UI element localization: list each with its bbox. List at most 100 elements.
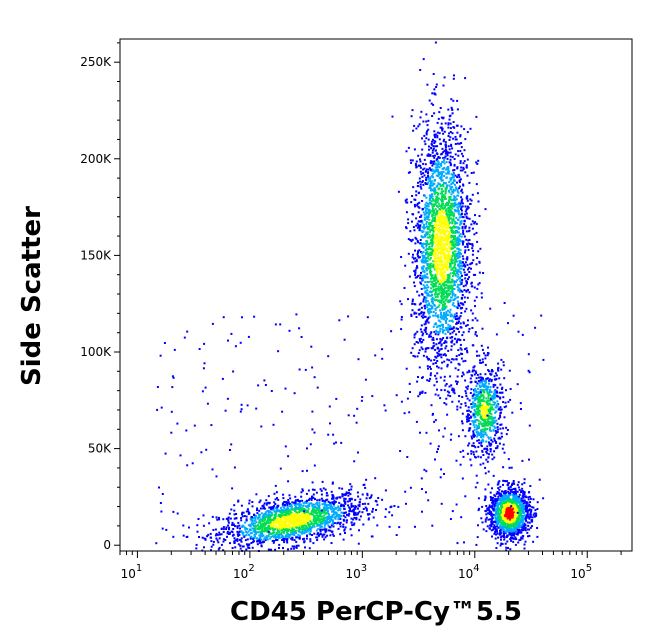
event-dot (429, 195, 432, 198)
event-dot (422, 261, 425, 264)
event-dot (283, 500, 286, 503)
event-dot (489, 396, 492, 399)
event-dot (491, 421, 493, 424)
event-dot (431, 298, 434, 301)
event-dot (411, 256, 414, 259)
event-dot (417, 241, 420, 244)
event-dot (460, 264, 463, 267)
event-dot (299, 505, 302, 508)
event-dot (454, 210, 457, 213)
event-dot (455, 358, 458, 361)
event-dot (477, 283, 480, 286)
event-dot (306, 499, 309, 502)
event-dot (435, 329, 438, 332)
event-dot (434, 241, 436, 244)
event-dot (477, 159, 480, 162)
event-dot (422, 230, 425, 233)
event-dot (425, 287, 428, 289)
event-dot (435, 250, 438, 253)
event-dot (417, 224, 420, 227)
event-dot (437, 292, 440, 295)
event-dot (484, 408, 487, 411)
event-dot (477, 380, 480, 383)
event-dot (182, 524, 185, 527)
event-dot (431, 280, 434, 283)
event-dot (294, 518, 296, 521)
event-dot (228, 512, 231, 515)
event-dot (280, 526, 283, 529)
event-dot (210, 540, 213, 543)
event-dot (449, 299, 452, 302)
event-dot (290, 537, 293, 540)
event-dot (329, 505, 332, 508)
event-dot (245, 548, 248, 551)
event-dot (444, 266, 447, 269)
event-dot (436, 263, 439, 266)
event-dot (430, 160, 433, 163)
event-dot (447, 145, 450, 148)
event-dot (289, 505, 291, 508)
event-dot (482, 440, 485, 443)
event-dot (445, 291, 447, 294)
event-dot (264, 536, 267, 539)
event-dot (443, 159, 446, 162)
event-dot (454, 255, 457, 258)
event-dot (305, 509, 308, 512)
event-dot (231, 521, 234, 524)
event-dot (290, 521, 293, 524)
event-dot (460, 152, 463, 155)
event-dot (475, 161, 478, 164)
event-dot (442, 151, 445, 154)
event-dot (438, 163, 441, 166)
event-dot (487, 414, 490, 417)
event-dot (446, 240, 449, 243)
event-dot (445, 298, 448, 301)
event-dot (426, 300, 429, 302)
event-dot (273, 531, 276, 534)
event-dot (466, 387, 469, 390)
event-dot (323, 502, 326, 505)
event-dot (419, 160, 422, 163)
event-dot (440, 246, 443, 249)
event-dot (423, 271, 426, 274)
event-dot (210, 549, 212, 552)
event-dot (450, 296, 452, 299)
event-dot (437, 175, 440, 178)
event-dot (259, 535, 262, 538)
event-dot (469, 427, 472, 430)
event-dot (299, 500, 301, 503)
event-dot (442, 190, 445, 193)
event-dot (459, 343, 462, 346)
event-dot (481, 379, 484, 382)
event-dot (435, 168, 438, 171)
event-dot (466, 244, 469, 247)
event-dot (323, 524, 326, 527)
event-dot (427, 209, 430, 212)
event-dot (472, 405, 475, 408)
event-dot (494, 426, 497, 429)
event-dot (433, 193, 436, 196)
event-dot (450, 202, 453, 205)
event-dot (297, 519, 300, 522)
event-dot (411, 261, 414, 264)
event-dot (349, 499, 351, 502)
event-dot (475, 450, 478, 453)
event-dot (460, 403, 463, 406)
event-dot (328, 526, 331, 529)
event-dot (481, 385, 484, 387)
event-dot (337, 514, 340, 517)
event-dot (430, 404, 433, 407)
event-dot (430, 224, 433, 227)
event-dot (439, 267, 442, 270)
event-dot (438, 354, 441, 357)
event-dot (271, 535, 274, 538)
event-dot (466, 207, 469, 210)
event-dot (225, 526, 228, 529)
event-dot (475, 424, 478, 427)
event-dot (442, 326, 445, 328)
event-dot (446, 220, 449, 223)
event-dot (440, 236, 442, 239)
event-dot (492, 422, 495, 425)
event-dot (433, 93, 436, 95)
event-dot (436, 131, 439, 134)
